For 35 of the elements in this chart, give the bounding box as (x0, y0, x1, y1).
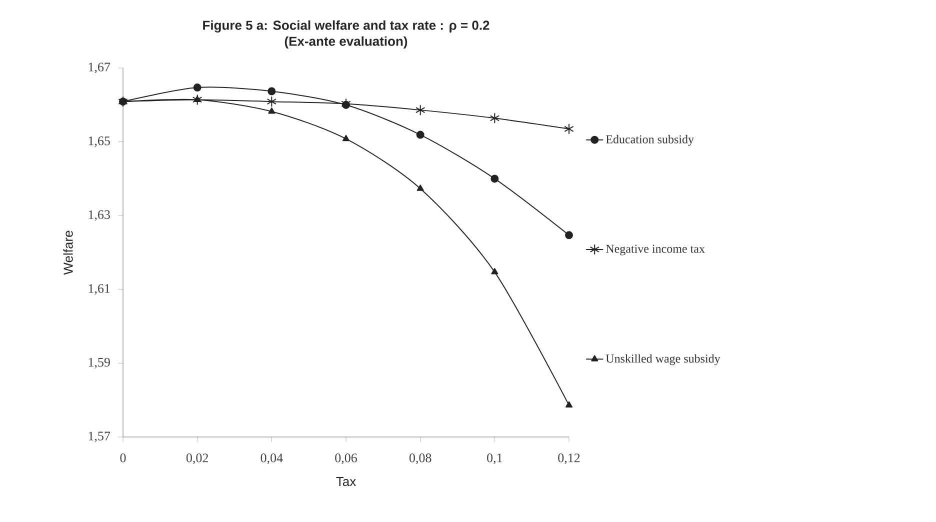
y-tick-label: 1,65 (88, 136, 110, 148)
point (565, 231, 574, 240)
point (268, 87, 276, 96)
x-tick-label: 0,04 (260, 454, 283, 464)
legend-label: Education subsidy (606, 134, 694, 146)
x-tick-label: 0,1 (487, 454, 502, 464)
y-tick-label: 1,59 (88, 358, 110, 369)
chart-subtitle: (Ex-ante evaluation) (284, 36, 408, 48)
x-tick-label: 0,08 (409, 454, 432, 464)
x-tick-label: 0,12 (558, 454, 580, 464)
y-tick-label: 1,57 (88, 432, 110, 442)
point (490, 112, 500, 124)
x-tick-label: 0,02 (186, 454, 208, 464)
x-tick-label: 0 (120, 454, 126, 462)
point (268, 108, 276, 114)
legend-label: Negative income tax (606, 244, 705, 256)
x-axis-title: Tax (336, 477, 356, 486)
point (341, 98, 351, 110)
point (416, 184, 424, 191)
legend-label: Unskilled wage subsidy (606, 354, 720, 366)
y-tick-label: 1,67 (88, 62, 110, 74)
point (416, 104, 426, 116)
y-tick-label: 1,63 (88, 210, 110, 221)
chart-title: Figure 5 a: Social welfare and tax rate : ρ = 0.2 (203, 20, 490, 33)
point (490, 174, 499, 183)
point (564, 123, 574, 134)
point (416, 130, 424, 139)
point (193, 84, 202, 92)
y-tick-label: 1,61 (88, 284, 110, 295)
point (266, 96, 276, 108)
point (342, 134, 350, 142)
y-axis-title: Welfare (63, 230, 73, 275)
point (491, 268, 498, 274)
x-tick-label: 0,06 (335, 454, 357, 464)
point (565, 401, 573, 408)
